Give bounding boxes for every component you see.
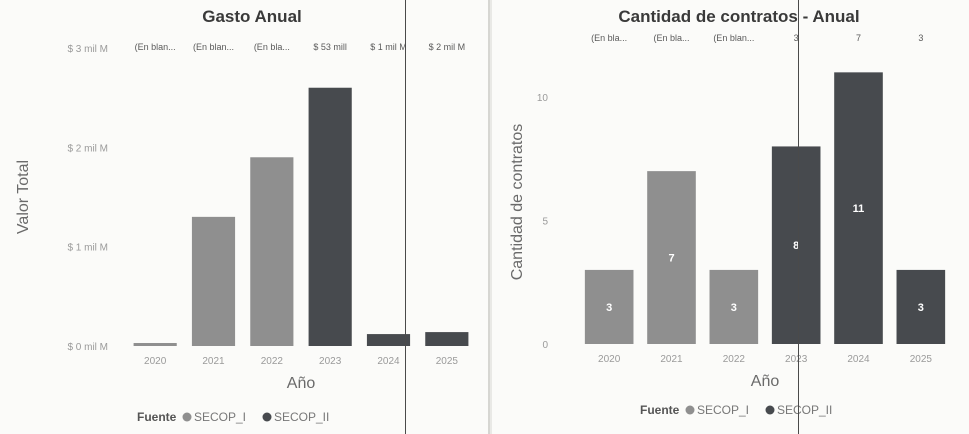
data-label: 7 bbox=[668, 253, 674, 265]
legend-entry-secop_ii: SECOP_II bbox=[274, 410, 329, 424]
chart-panel-cantidad-contratos: Cantidad de contratos - Anual 0 5 10 Cantida… bbox=[492, 0, 969, 434]
x-axis-title: Año bbox=[287, 375, 316, 392]
top-label: (En bla... bbox=[653, 33, 689, 43]
y-axis-title: Cantidad de contratos bbox=[509, 124, 526, 281]
bar-2021 bbox=[647, 171, 696, 344]
data-label: 3 bbox=[731, 302, 737, 314]
x-tick-label: 2023 bbox=[319, 356, 342, 367]
legend-marker-secop_ii bbox=[262, 412, 272, 422]
x-tick-label: 2024 bbox=[377, 356, 400, 367]
chart-gasto-anual: Gasto Anual $ 0 mil M $ 1 mil M $ 2 mil M $ … bbox=[15, 7, 469, 424]
x-tick-label: 2022 bbox=[261, 356, 284, 367]
y-tick-label: 10 bbox=[537, 93, 549, 104]
legend-title: Fuente bbox=[137, 410, 177, 424]
x-tick-label: 2024 bbox=[847, 354, 870, 365]
y-tick-label: 5 bbox=[542, 217, 548, 228]
chart-cantidad-contratos: Cantidad de contratos - Anual 0 5 10 Cantida… bbox=[509, 7, 946, 417]
data-label: 3 bbox=[918, 302, 924, 314]
bar-2025 bbox=[425, 332, 469, 346]
top-label: (En bla... bbox=[591, 33, 627, 43]
y-tick-label: 0 bbox=[542, 340, 548, 351]
x-tick-label: 2020 bbox=[598, 354, 621, 365]
x-tick-label: 2022 bbox=[723, 354, 746, 365]
x-tick-label: 2020 bbox=[144, 356, 167, 367]
overlay-line-right bbox=[798, 0, 799, 434]
bar-2023 bbox=[308, 87, 352, 346]
chart-title: Gasto Anual bbox=[202, 7, 302, 26]
legend-entry-secop_ii: SECOP_II bbox=[777, 403, 832, 417]
bar-2020 bbox=[133, 343, 177, 346]
x-tick-label: 2021 bbox=[660, 354, 683, 365]
legend-marker-secop_ii bbox=[765, 405, 775, 415]
legend-marker-secop_i bbox=[182, 412, 192, 422]
top-label: $ 2 mil M bbox=[429, 42, 466, 52]
top-label: 3 bbox=[918, 33, 923, 43]
bar-2024 bbox=[834, 72, 883, 344]
x-tick-label: 2021 bbox=[202, 356, 225, 367]
chart-title: Cantidad de contratos - Anual bbox=[618, 7, 859, 26]
y-axis-title: Valor Total bbox=[15, 160, 32, 234]
y-tick-label: $ 2 mil M bbox=[67, 143, 108, 154]
x-tick-label: 2025 bbox=[436, 356, 459, 367]
overlay-line-left bbox=[405, 0, 406, 434]
legend-entry-secop_i: SECOP_I bbox=[194, 410, 246, 424]
legend-marker-secop_i bbox=[685, 405, 695, 415]
top-label: (En blan... bbox=[193, 42, 234, 52]
bar-2021 bbox=[191, 216, 236, 346]
top-label: 3 bbox=[794, 33, 799, 43]
bar-2022 bbox=[709, 269, 759, 344]
legend-title: Fuente bbox=[640, 403, 680, 417]
top-label: (En blan... bbox=[713, 33, 754, 43]
data-label: 11 bbox=[853, 203, 865, 215]
bar-2022 bbox=[250, 157, 294, 346]
x-axis-title: Año bbox=[751, 373, 780, 390]
x-tick-label: 2023 bbox=[785, 354, 808, 365]
y-tick-label: $ 1 mil M bbox=[67, 243, 108, 254]
bar-2020 bbox=[584, 269, 634, 344]
top-label: 7 bbox=[856, 33, 861, 43]
top-label: $ 1 mil M bbox=[370, 42, 407, 52]
top-label: (En blan... bbox=[135, 42, 176, 52]
bar-2023 bbox=[771, 146, 821, 344]
y-tick-label: $ 3 mil M bbox=[67, 44, 108, 55]
data-label: 8 bbox=[793, 240, 799, 252]
bar-2024 bbox=[366, 334, 411, 346]
top-label: (En bla... bbox=[254, 42, 290, 52]
y-tick-label: $ 0 mil M bbox=[67, 342, 108, 353]
top-label: $ 53 mill bbox=[313, 42, 347, 52]
data-label: 3 bbox=[606, 302, 612, 314]
x-tick-label: 2025 bbox=[910, 354, 933, 365]
bar-2025 bbox=[896, 269, 946, 344]
legend-entry-secop_i: SECOP_I bbox=[697, 403, 749, 417]
chart-panel-gasto-anual: Gasto Anual $ 0 mil M $ 1 mil M $ 2 mil M $ … bbox=[0, 0, 490, 434]
